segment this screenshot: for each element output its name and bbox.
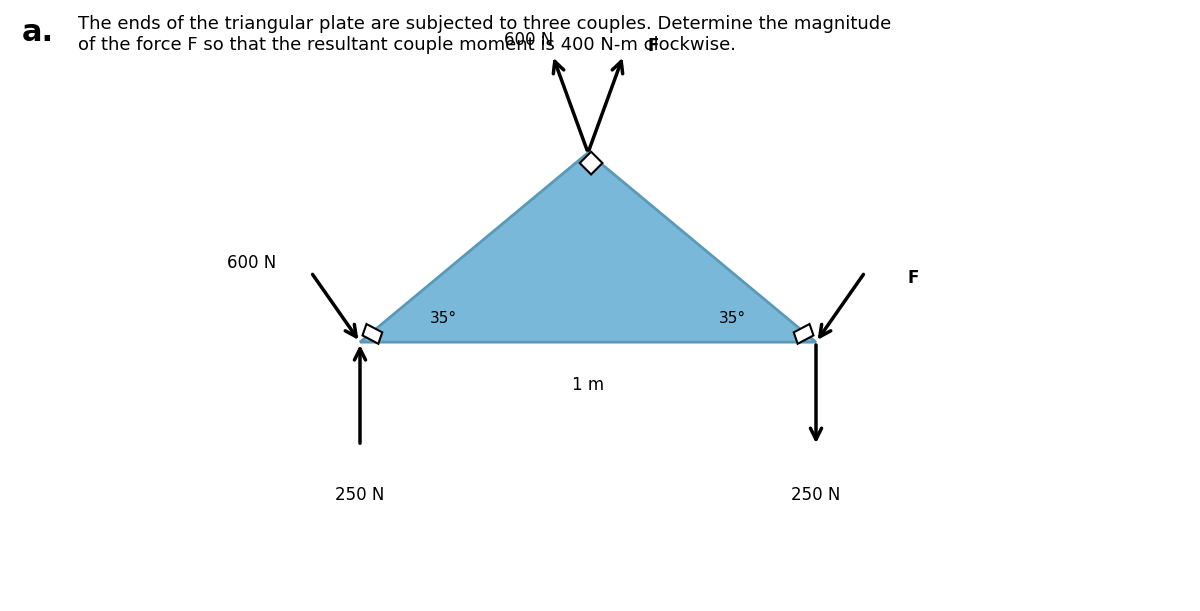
Polygon shape [793, 324, 814, 344]
Text: 600 N: 600 N [504, 31, 553, 49]
Polygon shape [580, 152, 602, 174]
Polygon shape [362, 324, 383, 344]
Polygon shape [360, 153, 816, 342]
Text: 250 N: 250 N [335, 486, 385, 504]
Text: F: F [907, 269, 919, 287]
Text: 600 N: 600 N [227, 254, 277, 272]
Text: 1 m: 1 m [572, 376, 604, 394]
Text: The ends of the triangular plate are subjected to three couples. Determine the m: The ends of the triangular plate are sub… [78, 15, 892, 54]
Text: 35°: 35° [719, 312, 746, 326]
Text: 35°: 35° [430, 312, 457, 326]
Text: F: F [648, 37, 659, 55]
Text: 250 N: 250 N [791, 486, 841, 504]
Text: a.: a. [22, 18, 54, 47]
